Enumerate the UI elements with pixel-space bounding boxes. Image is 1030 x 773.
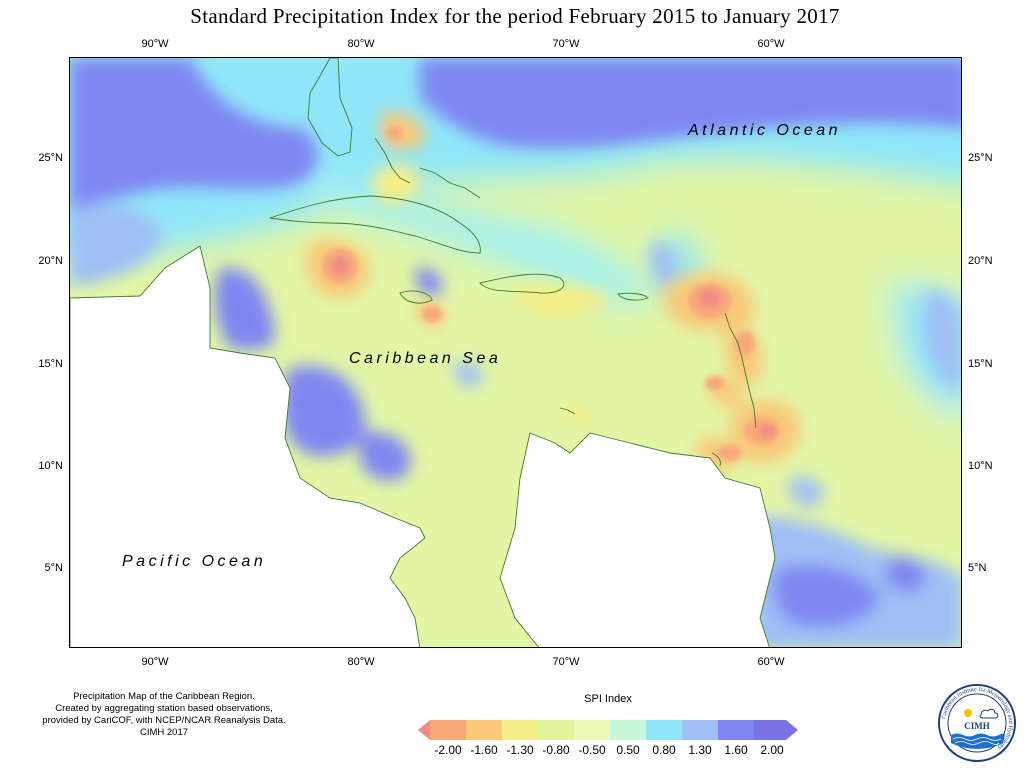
trinidad-outline bbox=[711, 452, 721, 467]
legend-swatch-3 bbox=[502, 720, 538, 740]
legend-color-bar bbox=[418, 720, 798, 740]
legend-label: 0.50 bbox=[616, 743, 640, 757]
right-tick-label-25n: 25°N bbox=[968, 152, 993, 164]
top-tick-label-90w: 90°W bbox=[141, 38, 169, 50]
ocean-label-atlantic: Atlantic Ocean bbox=[688, 122, 842, 139]
very-dry-fields bbox=[322, 126, 780, 461]
spi-map: Atlantic Ocean Caribbean Sea Pacific Oce… bbox=[69, 57, 962, 648]
legend-swatch-9 bbox=[718, 720, 754, 740]
legend-label: -0.50 bbox=[578, 743, 606, 757]
florida-outline bbox=[307, 58, 353, 157]
legend-title: SPI Index bbox=[584, 693, 632, 705]
credits-line: Precipitation Map of the Caribbean Regio… bbox=[73, 691, 255, 702]
abc-islands-outline bbox=[559, 407, 576, 415]
sun-icon bbox=[964, 709, 972, 717]
top-tick-label-80w: 80°W bbox=[347, 38, 375, 50]
land-masks bbox=[70, 58, 776, 647]
legend-label: -2.00 bbox=[434, 743, 462, 757]
legend-swatch-11 bbox=[786, 720, 798, 740]
left-tick-label-5n: 5°N bbox=[44, 562, 63, 574]
credits-line: provided by CariCOF, with NCEP/NCAR Rean… bbox=[42, 715, 286, 726]
left-tick-label-10n: 10°N bbox=[38, 460, 63, 472]
legend-label: 0.80 bbox=[652, 743, 676, 757]
legend-label: -1.60 bbox=[470, 743, 498, 757]
page-title: Standard Precipitation Index for the per… bbox=[190, 4, 840, 28]
credits-line: CIMH 2017 bbox=[139, 727, 189, 738]
legend-swatch-1 bbox=[430, 720, 466, 740]
cimh-logo-name: CIMH bbox=[964, 721, 990, 731]
waves-icon bbox=[951, 733, 1005, 749]
spi-map-svg bbox=[70, 58, 961, 647]
legend-swatch-4 bbox=[538, 720, 574, 740]
bahamas-outline-1 bbox=[374, 137, 411, 184]
legend-label: 1.30 bbox=[688, 743, 712, 757]
bottom-tick-label-80w: 80°W bbox=[347, 656, 375, 668]
top-tick-label-60w: 60°W bbox=[757, 38, 785, 50]
legend-label: -0.80 bbox=[542, 743, 570, 757]
legend-label: -1.30 bbox=[506, 743, 534, 757]
legend-swatch-2 bbox=[466, 720, 502, 740]
right-tick-label-10n: 10°N bbox=[968, 460, 993, 472]
bottom-tick-label-60w: 60°W bbox=[757, 656, 785, 668]
ocean-label-pacific: Pacific Ocean bbox=[122, 553, 267, 570]
dry-fields bbox=[170, 111, 801, 472]
legend-swatch-10 bbox=[754, 720, 786, 740]
cimh-logo: Caribbean Institute for Meteorology and … bbox=[938, 684, 1016, 762]
legend-label: 1.60 bbox=[724, 743, 748, 757]
bahamas-outline-2 bbox=[419, 167, 481, 199]
legend-label: 2.00 bbox=[760, 743, 784, 757]
ocean-label-caribbean: Caribbean Sea bbox=[349, 350, 502, 367]
bottom-tick-label-90w: 90°W bbox=[141, 656, 169, 668]
central-america-land bbox=[70, 245, 426, 647]
cloud-icon bbox=[979, 708, 999, 719]
jamaica-outline bbox=[399, 290, 433, 304]
legend-swatch-7 bbox=[646, 720, 682, 740]
puerto-rico-outline bbox=[617, 292, 649, 301]
legend-swatch-0 bbox=[418, 720, 430, 740]
right-tick-label-20n: 20°N bbox=[968, 255, 993, 267]
south-america-land bbox=[499, 432, 776, 647]
credits-block: Precipitation Map of the Caribbean Regio… bbox=[14, 691, 314, 739]
right-tick-label-15n: 15°N bbox=[968, 358, 993, 370]
cuba-outline bbox=[269, 195, 481, 254]
legend-swatch-6 bbox=[610, 720, 646, 740]
right-tick-label-5n: 5°N bbox=[968, 562, 987, 574]
lesser-antilles-outline bbox=[724, 312, 757, 429]
island-outlines bbox=[269, 137, 757, 467]
top-tick-label-70w: 70°W bbox=[552, 38, 580, 50]
wet-fields-strong bbox=[70, 58, 961, 647]
credits-line: Created by aggregating station based obs… bbox=[55, 703, 273, 714]
legend-swatch-8 bbox=[682, 720, 718, 740]
left-tick-label-25n: 25°N bbox=[38, 152, 63, 164]
bottom-tick-label-70w: 70°W bbox=[552, 656, 580, 668]
left-tick-label-20n: 20°N bbox=[38, 255, 63, 267]
hispaniola-outline bbox=[479, 273, 565, 294]
legend-swatch-5 bbox=[574, 720, 610, 740]
left-tick-label-15n: 15°N bbox=[38, 358, 63, 370]
